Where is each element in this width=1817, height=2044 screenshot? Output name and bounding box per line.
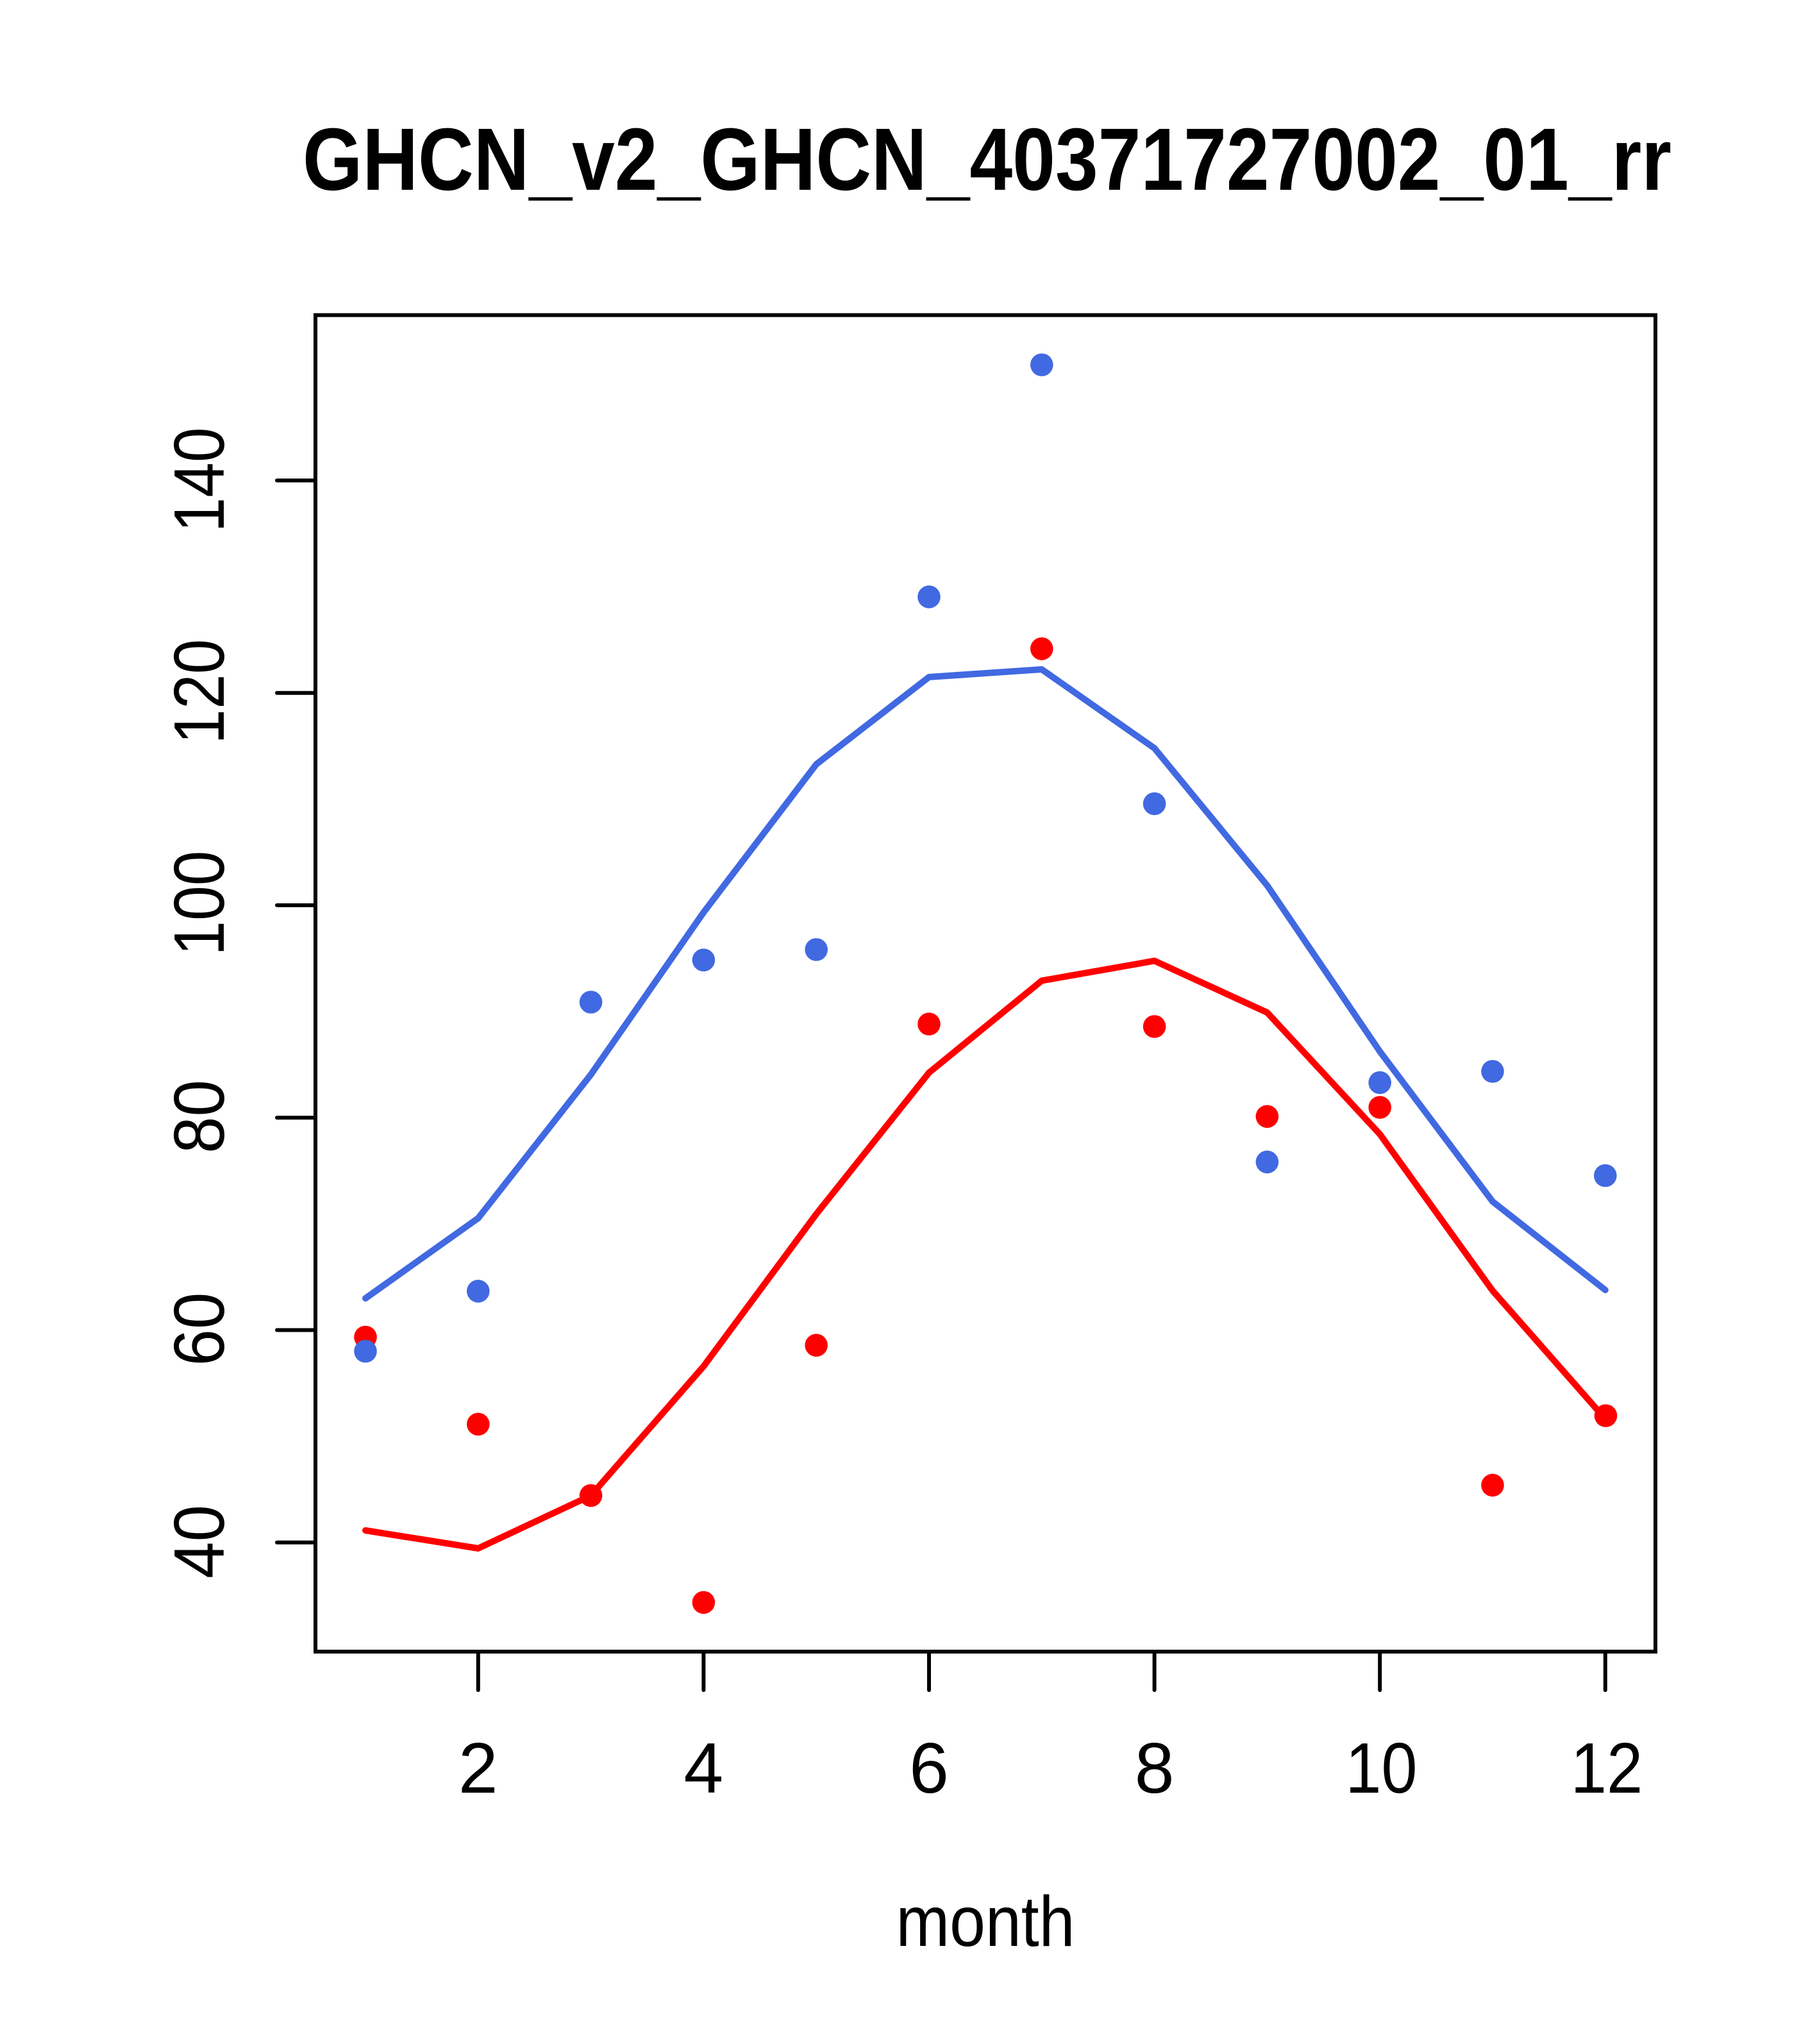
svg-text:4: 4: [684, 1729, 724, 1808]
svg-text:40: 40: [160, 1505, 239, 1579]
svg-text:12: 12: [1571, 1729, 1643, 1808]
svg-text:8: 8: [1135, 1729, 1175, 1808]
svg-text:140: 140: [160, 427, 239, 532]
svg-text:60: 60: [160, 1293, 239, 1366]
svg-text:10: 10: [1346, 1729, 1418, 1808]
svg-text:GHCN_v2_GHCN_40371727002_01_rr: GHCN_v2_GHCN_40371727002_01_rr: [303, 110, 1671, 209]
svg-text:80: 80: [160, 1080, 239, 1153]
svg-text:month: month: [896, 1882, 1075, 1961]
svg-text:6: 6: [909, 1729, 949, 1808]
svg-text:100: 100: [160, 851, 239, 956]
svg-text:120: 120: [160, 639, 239, 744]
svg-text:2: 2: [458, 1729, 498, 1808]
